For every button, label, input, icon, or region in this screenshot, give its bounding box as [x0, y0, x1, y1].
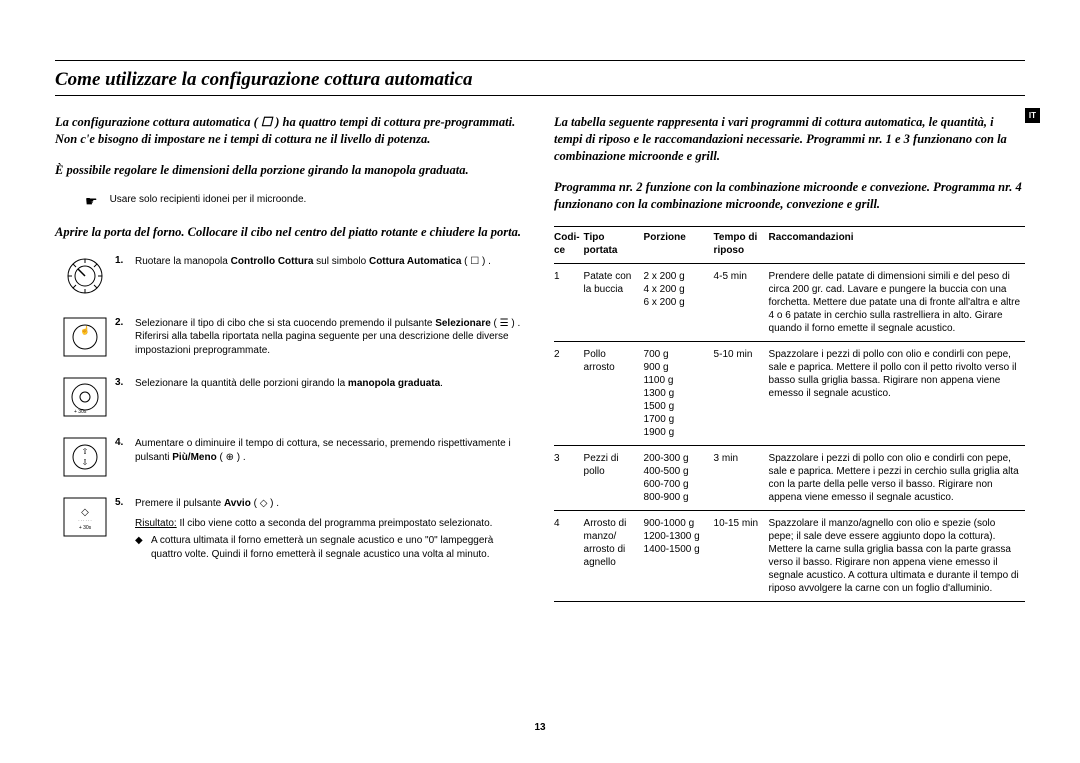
step-number: 5.: [115, 497, 135, 508]
table-header-row: Codi-ce Tipo portata Porzione Tempo di r…: [554, 227, 1025, 264]
language-badge: IT: [1025, 108, 1040, 123]
step-text: Selezionare la quantità delle porzioni g…: [135, 377, 526, 391]
step-2: ☝ 2. Selezionare il tipo di cibo che si …: [55, 317, 526, 358]
step-5: ◇ · · · · · · + 30s 5. Premere il pulsan…: [55, 497, 526, 561]
step-text: Ruotare la manopola Controllo Cottura su…: [135, 255, 526, 269]
knob-icon: + 30s: [55, 377, 115, 417]
th-rest: Tempo di riposo: [714, 227, 769, 264]
table-row: 4 Arrosto di manzo/ arrosto di agnello 9…: [554, 511, 1025, 602]
svg-text:⇩: ⇩: [82, 458, 89, 467]
result-label: Risultato:: [135, 518, 177, 529]
button-icon: ☝: [55, 317, 115, 357]
intro-paragraph-3: Aprire la porta del forno. Collocare il …: [55, 224, 526, 241]
right-column: La tabella seguente rappresenta i vari p…: [554, 114, 1025, 602]
table-row: 1 Patate con la buccia 2 x 200 g 4 x 200…: [554, 264, 1025, 342]
cell-rec: Spazzolare i pezzi di pollo con olio e c…: [769, 446, 1025, 511]
cell-portion: 200-300 g 400-500 g 600-700 g 800-900 g: [644, 446, 714, 511]
svg-text:+ 30s: + 30s: [74, 409, 87, 415]
title-rule: [55, 95, 1025, 96]
svg-text:⇧: ⇧: [82, 447, 89, 456]
cell-code: 1: [554, 264, 584, 342]
intro-paragraph-2: È possibile regolare le dimensioni della…: [55, 162, 526, 179]
cell-rest: 10-15 min: [714, 511, 769, 602]
step5-bullet: ◆ A cottura ultimata il forno emetterà u…: [135, 534, 526, 561]
cell-rest: 5-10 min: [714, 342, 769, 446]
plusminus-icon: ⇧ ⇩: [55, 437, 115, 477]
dial-icon: [55, 255, 115, 297]
steps-list: 1. Ruotare la manopola Controllo Cottura…: [55, 255, 526, 562]
table-row: 2 Pollo arrosto 700 g 900 g 1100 g 1300 …: [554, 342, 1025, 446]
cell-type: Patate con la buccia: [584, 264, 644, 342]
step-text: Premere il pulsante Avvio ( ◇ ) . Risult…: [135, 497, 526, 561]
th-rec: Raccomandazioni: [769, 227, 1025, 264]
step-number: 3.: [115, 377, 135, 388]
table-body: 1 Patate con la buccia 2 x 200 g 4 x 200…: [554, 264, 1025, 602]
step-text: Aumentare o diminuire il tempo di cottur…: [135, 437, 526, 464]
step-4: ⇧ ⇩ 4. Aumentare o diminuire il tempo di…: [55, 437, 526, 477]
step-text: Selezionare il tipo di cibo che si sta c…: [135, 317, 526, 358]
start-icon: ◇ · · · · · · + 30s: [55, 497, 115, 537]
top-rule: [55, 60, 1025, 61]
note-text: Usare solo recipienti idonei per il micr…: [110, 193, 307, 207]
cell-rest: 3 min: [714, 446, 769, 511]
cell-rest: 4-5 min: [714, 264, 769, 342]
cell-portion: 900-1000 g 1200-1300 g 1400-1500 g: [644, 511, 714, 602]
step-number: 1.: [115, 255, 135, 266]
step-1: 1. Ruotare la manopola Controllo Cottura…: [55, 255, 526, 297]
page-number: 13: [0, 722, 1080, 733]
svg-text:☝: ☝: [80, 325, 90, 335]
svg-text:+ 30s: + 30s: [79, 525, 92, 531]
cell-code: 3: [554, 446, 584, 511]
cell-rec: Spazzolare il manzo/agnello con olio e s…: [769, 511, 1025, 602]
step-3: + 30s 3. Selezionare la quantità delle p…: [55, 377, 526, 417]
right-intro-1: La tabella seguente rappresenta i vari p…: [554, 114, 1025, 165]
cell-rec: Spazzolare i pezzi di pollo con olio e c…: [769, 342, 1025, 446]
step-number: 4.: [115, 437, 135, 448]
right-intro-2: Programma nr. 2 funzione con la combinaz…: [554, 179, 1025, 213]
step5-result: Risultato: Il cibo viene cotto a seconda…: [135, 517, 526, 531]
intro-paragraph-1: La configurazione cottura automatica ( ☐…: [55, 114, 526, 148]
cell-portion: 700 g 900 g 1100 g 1300 g 1500 g 1700 g …: [644, 342, 714, 446]
th-code: Codi-ce: [554, 227, 584, 264]
th-type: Tipo portata: [584, 227, 644, 264]
result-text: Il cibo viene cotto a seconda del progra…: [179, 518, 492, 529]
content-columns: La configurazione cottura automatica ( ☐…: [55, 114, 1025, 602]
cell-type: Pollo arrosto: [584, 342, 644, 446]
bullet-text: A cottura ultimata il forno emetterà un …: [151, 534, 526, 561]
cell-code: 4: [554, 511, 584, 602]
pointer-icon: ☛: [85, 193, 98, 210]
step-number: 2.: [115, 317, 135, 328]
svg-text:◇: ◇: [81, 507, 89, 518]
cell-rec: Prendere delle patate di dimensioni simi…: [769, 264, 1025, 342]
left-column: La configurazione cottura automatica ( ☐…: [55, 114, 526, 602]
cell-code: 2: [554, 342, 584, 446]
diamond-icon: ◆: [135, 534, 151, 561]
table-row: 3 Pezzi di pollo 200-300 g 400-500 g 600…: [554, 446, 1025, 511]
program-table: Codi-ce Tipo portata Porzione Tempo di r…: [554, 226, 1025, 602]
cell-portion: 2 x 200 g 4 x 200 g 6 x 200 g: [644, 264, 714, 342]
svg-text:· · · · · ·: · · · · · ·: [78, 518, 92, 523]
step5-main: Premere il pulsante Avvio ( ◇ ) .: [135, 498, 279, 509]
cell-type: Arrosto di manzo/ arrosto di agnello: [584, 511, 644, 602]
cell-type: Pezzi di pollo: [584, 446, 644, 511]
note-row: ☛ Usare solo recipienti idonei per il mi…: [85, 193, 526, 210]
th-portion: Porzione: [644, 227, 714, 264]
page-title: Come utilizzare la configurazione cottur…: [55, 69, 1025, 91]
